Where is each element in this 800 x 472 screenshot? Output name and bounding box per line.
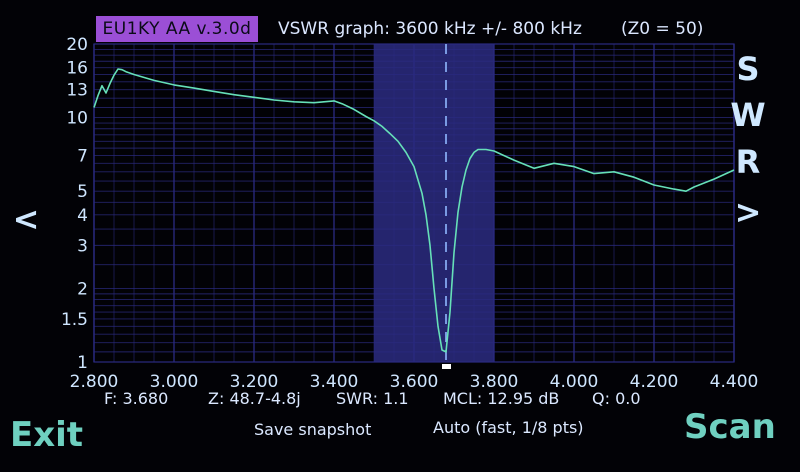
swr-letter-s[interactable]: S (736, 50, 760, 88)
save-snapshot-button[interactable]: Save snapshot (254, 420, 372, 439)
y-tick-label: 1 (77, 353, 88, 373)
status-impedance: Z: 48.7-4.8j (208, 389, 301, 408)
y-tick-label: 16 (66, 59, 88, 79)
impedance-reference: (Z0 = 50) (621, 19, 704, 39)
x-tick-label: 4.400 (710, 372, 759, 392)
swr-letter-w[interactable]: W (730, 96, 766, 134)
exit-button[interactable]: Exit (10, 415, 84, 455)
y-tick-label: 3 (77, 236, 88, 256)
marker-indicator (442, 364, 451, 369)
grid-layer (93, 43, 735, 363)
swr-letter-r[interactable]: R (735, 143, 761, 181)
plot-border (93, 43, 735, 363)
x-tick-label: 3.600 (390, 372, 439, 392)
x-tick-label: 3.200 (230, 372, 279, 392)
y-tick-label: 4 (77, 206, 88, 226)
x-tick-label: 3.800 (470, 372, 519, 392)
status-mcl: MCL: 12.95 dB (443, 389, 560, 408)
status-frequency: F: 3.680 (104, 389, 169, 408)
x-tick-label: 4.200 (630, 372, 679, 392)
trace-layer (93, 68, 735, 353)
x-tick-label: 4.000 (550, 372, 599, 392)
graph-title: VSWR graph: 3600 kHz +/- 800 kHz (278, 19, 582, 39)
y-tick-label: 5 (77, 182, 88, 202)
status-q: Q: 0.0 (592, 389, 641, 408)
version-badge: EU1KY AA v.3.0d (96, 16, 258, 42)
x-tick-labels: 2.800 3.000 3.200 3.400 3.600 3.800 4.000 4.200… (70, 372, 759, 392)
marker-layer (442, 44, 451, 369)
prev-button[interactable]: < (12, 200, 40, 238)
scan-button[interactable]: Scan (684, 407, 776, 447)
next-button[interactable]: > (734, 193, 762, 231)
y-tick-label: 2 (77, 279, 88, 299)
y-tick-label: 13 (66, 81, 88, 101)
auto-mode-button[interactable]: Auto (fast, 1/8 pts) (433, 418, 584, 437)
y-tick-label: 10 (66, 109, 88, 129)
y-tick-label: 1.5 (61, 310, 88, 330)
x-tick-label: 3.400 (310, 372, 359, 392)
x-tick-label: 3.000 (150, 372, 199, 392)
x-tick-label: 2.800 (70, 372, 119, 392)
status-swr: SWR: 1.1 (336, 389, 409, 408)
y-tick-label: 20 (66, 35, 88, 55)
vswr-trace (93, 68, 735, 353)
y-tick-label: 7 (77, 146, 88, 166)
